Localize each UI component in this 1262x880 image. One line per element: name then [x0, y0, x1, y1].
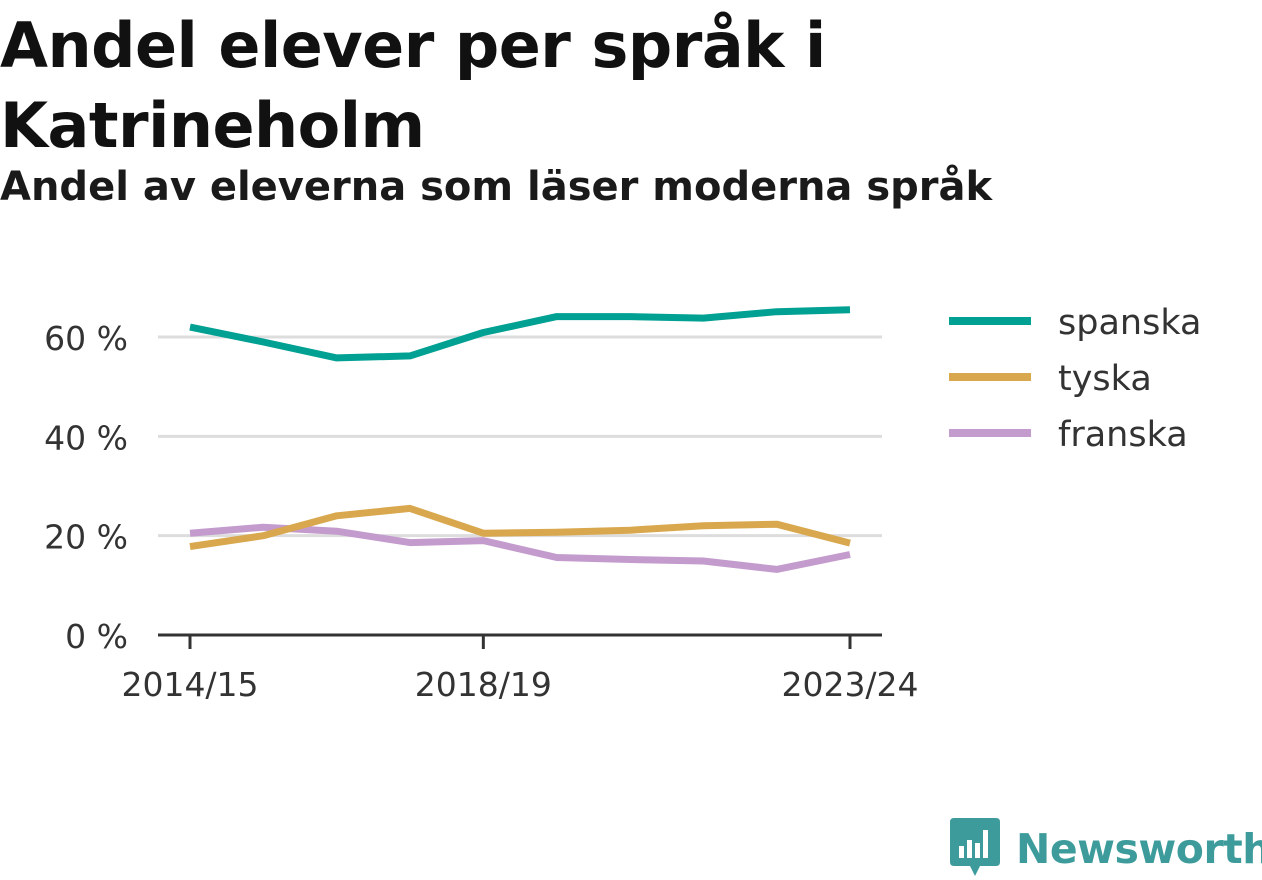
legend-label-tyska: tyska	[1058, 359, 1152, 399]
brand-name: Newsworthy	[1016, 825, 1262, 873]
grid-lines	[158, 335, 882, 538]
x-axis-ticks: 2014/15 2018/19 2023/24	[121, 635, 919, 704]
legend: spanska tyska franska	[949, 303, 1201, 455]
x-tick-label: 2023/24	[781, 665, 918, 704]
newsworthy-logo: Newsworthy	[950, 818, 1262, 880]
series-line-tyska	[189, 504, 851, 551]
y-tick-label: 60 %	[44, 319, 128, 358]
y-tick-label: 0 %	[65, 617, 128, 656]
series-line-spanska	[189, 306, 851, 362]
y-tick-label: 40 %	[44, 418, 128, 457]
chart-title: Andel elever per språk i Katrineholm	[0, 9, 826, 162]
series-lines	[189, 306, 851, 573]
y-tick-label: 20 %	[44, 518, 128, 557]
x-tick-label: 2014/15	[121, 665, 258, 704]
bar-chart-bubble-icon	[950, 818, 1000, 876]
legend-label-spanska: spanska	[1058, 303, 1201, 343]
legend-label-franska: franska	[1058, 415, 1188, 455]
y-axis-tick-labels: 0 % 20 % 40 % 60 %	[44, 319, 128, 656]
x-tick-label: 2018/19	[415, 665, 552, 704]
chart-subtitle: Andel av eleverna som läser moderna språ…	[0, 164, 993, 210]
